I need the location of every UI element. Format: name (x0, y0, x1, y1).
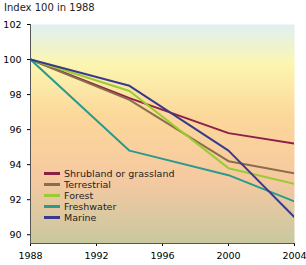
svg-text:96: 96 (9, 124, 21, 135)
svg-text:94: 94 (9, 159, 21, 170)
html-text:Shrubland or grassland: Shrubland or grassland (64, 168, 175, 179)
html-text:Terrestrial: Terrestrial (64, 179, 111, 190)
svg-text:2000: 2000 (216, 250, 240, 261)
svg-text:2004: 2004 (282, 250, 306, 261)
svg-text:1996: 1996 (150, 250, 174, 261)
svg-text:1992: 1992 (84, 250, 108, 261)
svg-text:100: 100 (3, 54, 21, 65)
html-text:Marine: Marine (64, 212, 97, 223)
svg-text:1988: 1988 (18, 250, 42, 261)
svg-text:92: 92 (9, 194, 21, 205)
svg-text:98: 98 (9, 89, 21, 100)
html-text:Index 100 in 1988: Index 100 in 1988 (4, 2, 95, 13)
html-text:Forest: Forest (64, 190, 94, 201)
html-text:Freshwater: Freshwater (64, 201, 117, 212)
svg-text:90: 90 (9, 229, 21, 240)
svg-text:102: 102 (3, 19, 21, 30)
